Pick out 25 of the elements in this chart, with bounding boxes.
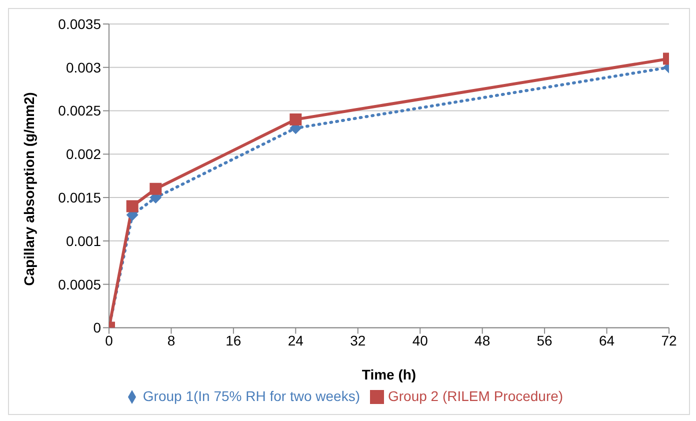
- y-tick-label: 0.0005: [58, 276, 102, 292]
- y-tick-label: 0.002: [66, 146, 102, 162]
- x-axis-title: Time (h): [362, 366, 416, 383]
- legend-label: Group 2 (RILEM Procedure): [388, 388, 564, 404]
- legend-label: Group 1(In 75% RH for two weeks): [142, 388, 360, 404]
- x-tick-label: 8: [167, 332, 176, 349]
- x-tick-label: 40: [412, 332, 428, 349]
- y-tick-label: 0.0035: [58, 16, 102, 32]
- y-tick-label: 0.0015: [58, 190, 102, 206]
- x-tick-label: 64: [598, 332, 615, 349]
- point: [150, 182, 162, 195]
- y-axis-title: Capillary absorption (g/mm2): [20, 92, 37, 286]
- point: [290, 113, 302, 126]
- x-tick-label: 32: [350, 332, 366, 349]
- y-tick-label: 0.003: [66, 59, 102, 76]
- x-tick-label: 56: [536, 332, 553, 349]
- y-tick-label: 0: [93, 320, 102, 336]
- point: [126, 200, 138, 212]
- x-tick-label: 16: [226, 332, 242, 349]
- y-tick-label: 0.0025: [58, 102, 102, 119]
- x-tick-label: 24: [288, 332, 304, 349]
- x-tick-label: 48: [474, 332, 490, 349]
- y-tick-label: 0.001: [66, 232, 102, 249]
- x-tick-label: 0: [105, 332, 114, 349]
- x-tick-label: 72: [661, 332, 677, 349]
